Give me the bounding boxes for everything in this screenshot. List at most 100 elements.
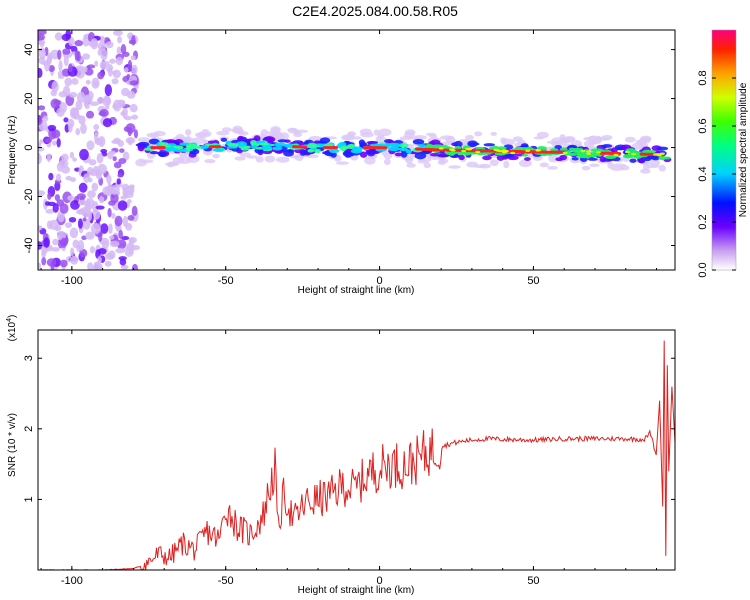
noise-blob (106, 174, 112, 184)
halo-blob (548, 154, 559, 163)
core-blob (235, 141, 248, 147)
noise-blob (38, 33, 45, 41)
noise-blob (126, 90, 136, 99)
snr-x-axis-label: Height of straight line (km) (298, 585, 415, 596)
noise-blob (47, 192, 52, 200)
core-blob (521, 153, 529, 157)
noise-blob (103, 95, 111, 104)
core-blob (590, 148, 603, 152)
core-blob (550, 148, 559, 152)
noise-blob (38, 114, 43, 126)
noise-blob (131, 64, 138, 75)
noise-blob (84, 200, 92, 213)
noise-blob (105, 104, 110, 110)
noise-blob (64, 77, 73, 87)
ridge-accent (525, 149, 531, 152)
spectrogram-x-tick-label: -50 (218, 275, 234, 287)
halo-blob (373, 129, 380, 136)
noise-blob (108, 250, 116, 260)
noise-blob (98, 111, 107, 117)
core-blob (658, 155, 667, 161)
colorbar-tick-label: 0.2 (697, 214, 709, 229)
band-blob (483, 143, 496, 147)
noise-blob (77, 218, 83, 229)
colorbar-frame (711, 29, 737, 271)
band-blob (520, 143, 529, 149)
core-blob (572, 147, 584, 151)
noise-blob (109, 235, 115, 240)
noise-blob (52, 203, 59, 213)
core-blob (389, 143, 402, 148)
halo-blob (640, 168, 651, 174)
band-blob (358, 139, 366, 146)
noise-blob (94, 60, 99, 67)
noise-blob (56, 137, 61, 148)
noise-blob (46, 258, 57, 267)
noise-blob (89, 245, 96, 254)
noise-blob (46, 153, 51, 163)
halo-blob (610, 166, 624, 171)
noise-blob (131, 263, 139, 270)
noise-blob (42, 115, 49, 122)
noise-blob (38, 190, 46, 197)
noise-blob (116, 239, 127, 250)
noise-blob (54, 32, 63, 41)
noise-blob (54, 194, 60, 202)
noise-blob (78, 182, 88, 193)
ridge-peak-segment (291, 145, 308, 149)
noise-blob (87, 177, 93, 183)
noise-blob (43, 237, 50, 248)
spectrogram-x-tick-label: 0 (377, 275, 383, 287)
noise-blob (69, 227, 79, 239)
noise-blob (51, 247, 60, 252)
core-blob (604, 154, 617, 160)
noise-blob (82, 217, 87, 222)
core-blob (200, 145, 209, 150)
spectrogram-y-tick-label: 40 (23, 43, 35, 55)
band-blob (414, 152, 427, 160)
core-blob (387, 146, 400, 152)
noise-blob (118, 256, 127, 261)
halo-blob (473, 164, 487, 169)
noise-blob (86, 140, 95, 151)
snr-panel: -100 -50 0 50 1 2 3 Height of straight line (… (6, 315, 676, 596)
ridge-accent (659, 152, 665, 155)
noise-blob (72, 157, 77, 162)
ridge-accent (461, 149, 467, 153)
core-blob (622, 154, 635, 159)
snr-y-tick-label: 1 (23, 496, 35, 502)
noise-blob (40, 61, 50, 66)
ridge-accent (595, 151, 601, 154)
core-blob (425, 143, 433, 149)
snr-series-line (38, 340, 675, 570)
halo-blob (308, 135, 323, 142)
halo-blob (186, 155, 200, 163)
noise-blob (97, 256, 102, 264)
halo-blob (306, 154, 319, 159)
band-blob (137, 144, 145, 152)
noise-blob (77, 209, 84, 215)
noise-blob (38, 142, 42, 148)
band-blob (330, 151, 337, 158)
band-blob (601, 144, 613, 148)
colorbar: 0.0 0.2 0.4 0.6 0.8 Normalized spectral ampl… (697, 29, 749, 278)
noise-blob (75, 128, 81, 136)
noise-blob (47, 124, 57, 132)
snr-x-tick-label: 50 (527, 575, 539, 587)
noise-blob (87, 190, 96, 199)
halo-blob (341, 134, 352, 141)
noise-blob (69, 151, 75, 159)
noise-blob (119, 148, 125, 153)
noise-blob (62, 85, 71, 97)
halo-blob (139, 159, 154, 164)
noise-blob (126, 199, 132, 204)
spectrogram-frame (37, 29, 676, 271)
colorbar-tick-label: 0.0 (697, 262, 709, 277)
core-blob (329, 148, 340, 154)
halo-blob (246, 155, 258, 159)
noise-blob (63, 54, 69, 67)
ridge-peak-segment (415, 147, 566, 154)
noise-blob (67, 195, 75, 201)
noise-blob (58, 159, 69, 168)
noise-blob (99, 60, 107, 70)
